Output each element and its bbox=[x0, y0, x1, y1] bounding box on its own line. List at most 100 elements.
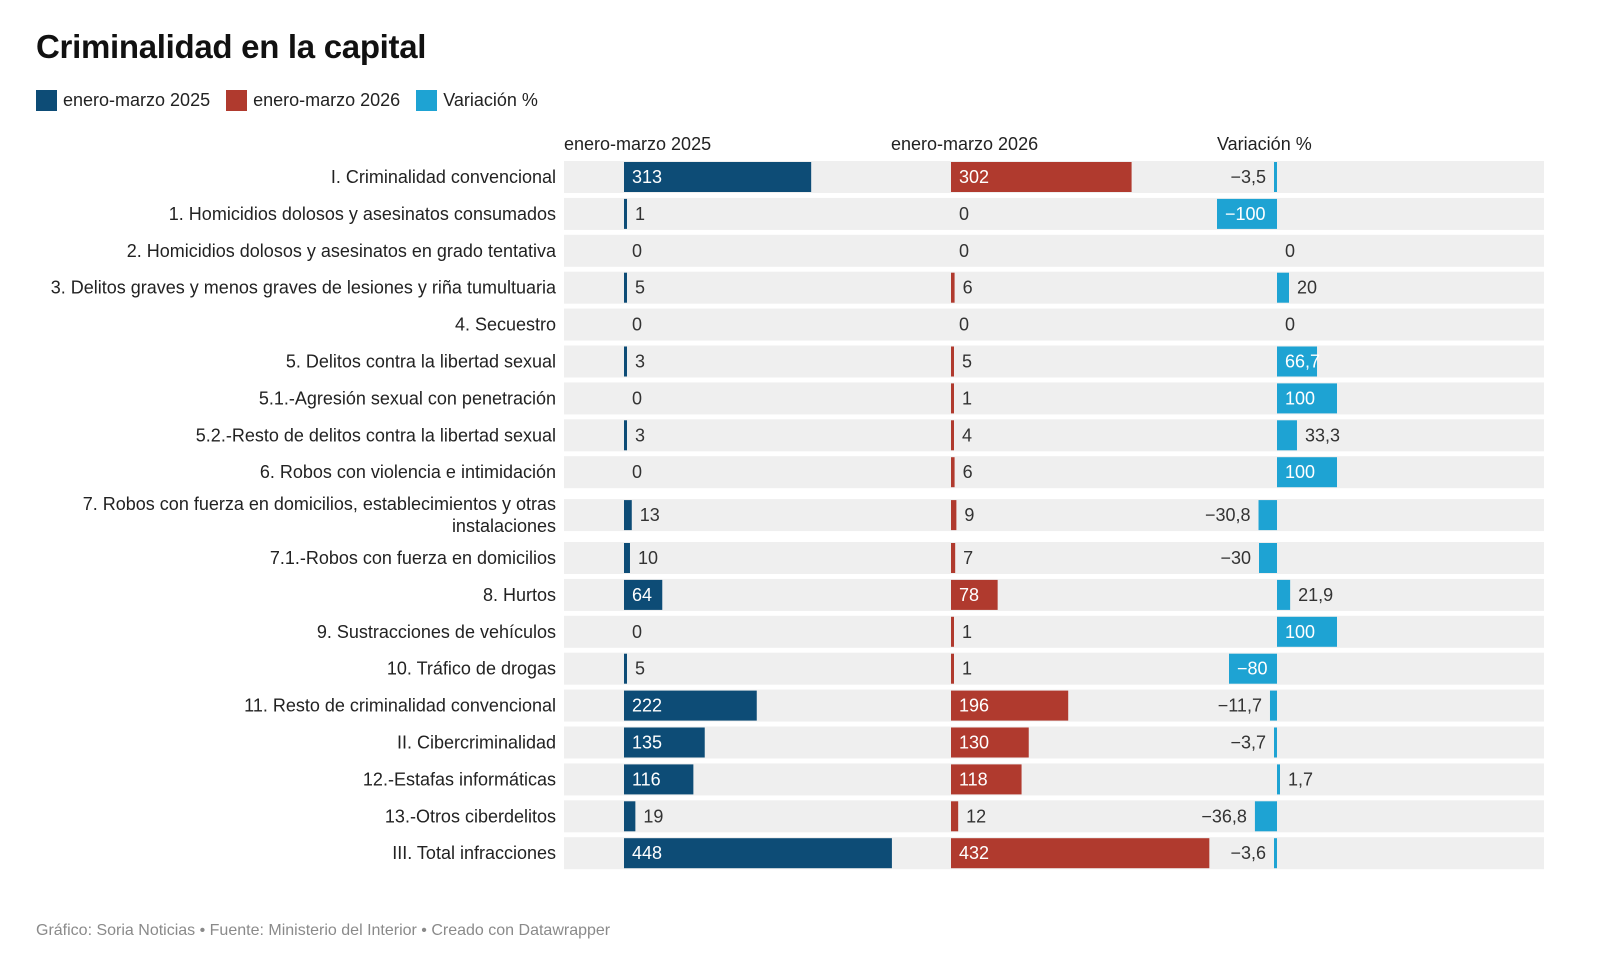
category-label: 8. Hurtos bbox=[483, 585, 556, 605]
legend-label-2026: enero-marzo 2026 bbox=[253, 90, 401, 110]
bar-variacion bbox=[1274, 727, 1277, 758]
row-background bbox=[564, 578, 1544, 611]
bar-2026 bbox=[951, 272, 955, 303]
bar-variacion bbox=[1254, 801, 1277, 832]
bar-variacion bbox=[1259, 543, 1277, 573]
bar-variacion bbox=[1269, 690, 1277, 721]
category-label: 5.1.-Agresión sexual con penetración bbox=[259, 388, 556, 408]
bar-2025 bbox=[624, 420, 627, 451]
bar-2026 bbox=[951, 457, 955, 488]
bar-2025 bbox=[624, 543, 630, 573]
row-background bbox=[564, 234, 1544, 267]
category-label: 4. Secuestro bbox=[455, 315, 556, 335]
legend: enero-marzo 2025 enero-marzo 2026 Variac… bbox=[36, 90, 538, 111]
value-label: 130 bbox=[959, 733, 989, 753]
value-label: −3,6 bbox=[1230, 843, 1266, 863]
row-background bbox=[564, 456, 1544, 489]
value-label: 21,9 bbox=[1298, 585, 1333, 605]
category-label: I. Criminalidad convencional bbox=[331, 167, 556, 187]
legend-swatch-2026 bbox=[226, 90, 248, 111]
value-label: 448 bbox=[632, 843, 662, 863]
value-label: 0 bbox=[632, 388, 642, 408]
value-label: −3,7 bbox=[1230, 733, 1266, 753]
bar-2025 bbox=[624, 500, 632, 531]
value-label: 7 bbox=[963, 548, 973, 568]
category-label: 13.-Otros ciberdelitos bbox=[385, 806, 556, 826]
row-background bbox=[564, 542, 1544, 574]
legend-label-2025: enero-marzo 2025 bbox=[63, 90, 211, 110]
category-label: 11. Resto de criminalidad convencional bbox=[244, 696, 556, 716]
value-label: −3,5 bbox=[1230, 167, 1266, 187]
bar-2025 bbox=[624, 162, 812, 192]
category-label: 7.1.-Robos con fuerza en domicilios bbox=[270, 548, 556, 568]
bar-variacion bbox=[1217, 198, 1277, 229]
bar-2025 bbox=[624, 346, 627, 377]
bar-variacion bbox=[1274, 162, 1277, 192]
category-label: 9. Sustracciones de vehículos bbox=[317, 622, 556, 642]
value-label: 100 bbox=[1285, 388, 1315, 408]
bar-variacion bbox=[1277, 272, 1289, 303]
row-background bbox=[564, 726, 1544, 759]
legend-swatch-variacion bbox=[416, 90, 438, 111]
value-label: 1,7 bbox=[1288, 769, 1313, 789]
row-background bbox=[564, 197, 1544, 230]
category-label: II. Cibercriminalidad bbox=[397, 733, 556, 753]
category-label: 10. Tráfico de drogas bbox=[387, 659, 556, 679]
bar-variacion bbox=[1277, 383, 1337, 414]
value-label: 4 bbox=[962, 425, 972, 445]
value-label: −30 bbox=[1220, 548, 1251, 568]
value-label: 313 bbox=[632, 167, 662, 187]
chart-title: Criminalidad en la capital bbox=[36, 28, 427, 65]
value-label: 0 bbox=[1285, 315, 1295, 335]
bar-variacion bbox=[1277, 579, 1291, 610]
bar-2025 bbox=[624, 653, 627, 684]
bar-2026 bbox=[951, 616, 954, 647]
legend-item-2026: enero-marzo 2026 bbox=[226, 90, 400, 111]
row-background bbox=[564, 800, 1544, 833]
legend-label-variacion: Variación % bbox=[443, 90, 538, 110]
value-label: 118 bbox=[959, 769, 988, 789]
bar-2026 bbox=[951, 579, 998, 610]
bar-2026 bbox=[951, 727, 1029, 758]
legend-item-variacion: Variación % bbox=[416, 90, 538, 111]
value-label: 6 bbox=[963, 462, 973, 482]
value-label: −30,8 bbox=[1205, 505, 1251, 525]
bar-variacion bbox=[1229, 653, 1277, 684]
category-label: 1. Homicidios dolosos y asesinatos consu… bbox=[169, 204, 556, 224]
bar-2025 bbox=[624, 727, 705, 758]
value-label: 66,7 bbox=[1285, 352, 1320, 372]
value-label: −80 bbox=[1237, 659, 1268, 679]
value-label: 432 bbox=[959, 843, 989, 863]
value-label: 222 bbox=[632, 696, 662, 716]
bar-2026 bbox=[951, 383, 954, 414]
value-label: 5 bbox=[962, 352, 972, 372]
bar-2026 bbox=[951, 162, 1132, 192]
bar-2026 bbox=[951, 346, 954, 377]
column-header-1: enero-marzo 2026 bbox=[891, 134, 1038, 154]
value-label: 5 bbox=[635, 278, 645, 298]
category-label: 6. Robos con violencia e intimidación bbox=[260, 462, 556, 482]
value-label: 64 bbox=[632, 585, 652, 605]
row-background bbox=[564, 308, 1544, 341]
bar-2026 bbox=[951, 543, 956, 573]
row-background bbox=[564, 345, 1544, 378]
footer-source: Gráfico: Soria Noticias • Fuente: Minist… bbox=[36, 922, 611, 939]
value-label: 9 bbox=[964, 505, 974, 525]
bar-2026 bbox=[951, 500, 957, 531]
row-background bbox=[564, 382, 1544, 415]
row-background bbox=[564, 652, 1544, 685]
value-label: −11,7 bbox=[1218, 696, 1262, 716]
bar-2025 bbox=[624, 838, 892, 869]
category-label: 5.2.-Resto de delitos contra la libertad… bbox=[196, 425, 556, 445]
row-background bbox=[564, 763, 1544, 796]
value-label: 13 bbox=[640, 505, 660, 525]
row-background bbox=[564, 419, 1544, 452]
bar-2026 bbox=[951, 653, 954, 684]
row-background bbox=[564, 271, 1544, 304]
bar-variacion bbox=[1277, 457, 1337, 488]
bar-2026 bbox=[951, 764, 1022, 795]
category-label: 12.-Estafas informáticas bbox=[363, 769, 556, 789]
value-label: 196 bbox=[959, 696, 989, 716]
bar-variacion bbox=[1277, 616, 1337, 647]
